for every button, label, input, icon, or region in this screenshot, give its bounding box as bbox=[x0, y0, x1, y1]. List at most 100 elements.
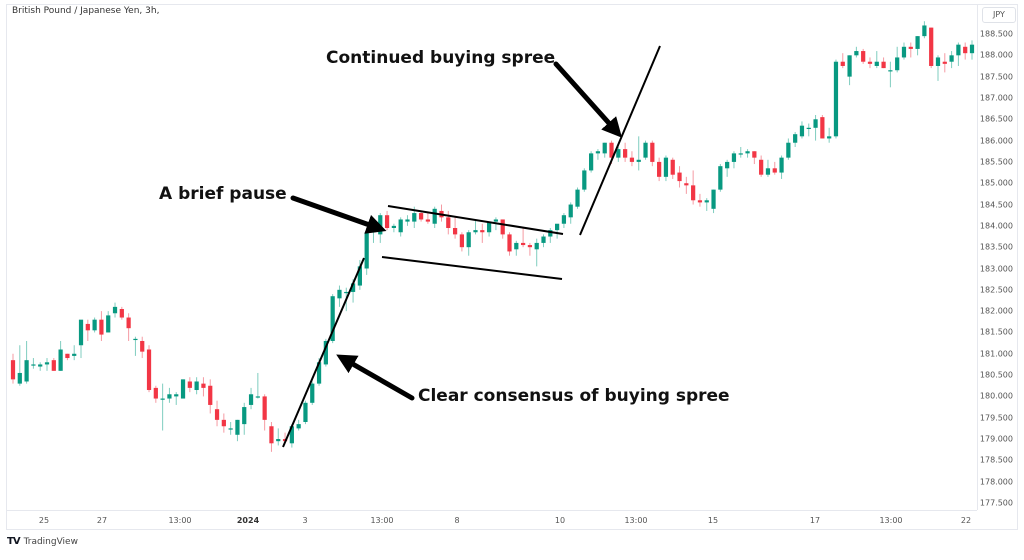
arrow-icon bbox=[553, 61, 623, 138]
candle-down bbox=[10, 360, 16, 380]
candle-up bbox=[330, 296, 335, 341]
candle-up bbox=[874, 61, 879, 66]
candle-down bbox=[65, 353, 70, 359]
candle-down bbox=[500, 219, 505, 235]
price-axis[interactable]: 188.500 188.000 187.500 187.000 186.500 186.0… bbox=[977, 4, 1019, 510]
candle-down bbox=[153, 387, 158, 399]
time-label: 13:00 bbox=[168, 516, 192, 525]
candle-down bbox=[691, 185, 696, 201]
candle-up bbox=[276, 439, 281, 442]
candle-up bbox=[473, 230, 478, 233]
candle-up bbox=[303, 402, 308, 422]
candle-up bbox=[378, 215, 383, 235]
candle-down bbox=[452, 227, 458, 235]
price-label: 183.000 bbox=[979, 264, 1013, 273]
candle-up bbox=[541, 236, 546, 243]
candle-up bbox=[663, 157, 669, 177]
candle-up bbox=[486, 221, 492, 233]
candle-up bbox=[242, 407, 247, 425]
candle-down bbox=[507, 234, 512, 252]
currency-badge[interactable]: JPY bbox=[982, 7, 1016, 23]
candle-up bbox=[289, 426, 294, 444]
candle-down bbox=[772, 168, 777, 173]
time-label: 13:00 bbox=[370, 516, 394, 525]
time-label: 15 bbox=[707, 516, 719, 525]
candle-down bbox=[908, 46, 913, 49]
candle-down bbox=[881, 61, 886, 69]
price-label: 179.500 bbox=[979, 413, 1013, 423]
candle-down bbox=[520, 242, 526, 246]
candle-down bbox=[867, 61, 873, 64]
candle-up bbox=[350, 283, 356, 292]
trendline-flag-lower[interactable] bbox=[381, 256, 563, 280]
time-label: 13:00 bbox=[879, 516, 903, 525]
trendlines bbox=[282, 45, 661, 448]
chart-frame bbox=[6, 4, 1018, 530]
candle-up bbox=[901, 46, 907, 58]
price-label: 181.000 bbox=[979, 349, 1013, 359]
candle-down bbox=[140, 340, 145, 352]
annotation-clear-consensus: Clear consensus of buying spree bbox=[418, 386, 730, 406]
candle-down bbox=[861, 51, 866, 62]
price-label: 188.000 bbox=[979, 50, 1013, 60]
candle-down bbox=[684, 183, 689, 186]
candle-down bbox=[262, 396, 267, 420]
candle-down bbox=[840, 61, 845, 66]
candle-up bbox=[731, 153, 737, 162]
candle-up bbox=[310, 383, 315, 403]
price-label: 187.500 bbox=[979, 72, 1013, 82]
candle-up bbox=[255, 396, 260, 398]
candle-up bbox=[854, 51, 859, 56]
candle-up bbox=[786, 142, 791, 158]
candle-down bbox=[929, 27, 934, 66]
candle-up bbox=[112, 306, 118, 314]
tradingview-logo-icon: TV bbox=[7, 536, 21, 547]
annotation-continued-buying: Continued buying spree bbox=[326, 48, 556, 68]
candle-up bbox=[78, 319, 84, 346]
candle-down bbox=[187, 381, 192, 388]
candle-up bbox=[58, 349, 63, 371]
candle-up bbox=[228, 428, 233, 430]
time-label: 8 bbox=[454, 516, 460, 525]
candle-up bbox=[555, 223, 560, 231]
candle-up bbox=[711, 189, 716, 209]
time-label: 3 bbox=[302, 516, 308, 525]
candle-up bbox=[595, 151, 601, 154]
trendline-flag-upper[interactable] bbox=[387, 205, 564, 235]
candle-up bbox=[534, 242, 539, 250]
candle-down bbox=[119, 309, 124, 318]
candle-up bbox=[616, 149, 621, 158]
candle-down bbox=[269, 426, 274, 444]
candle-up bbox=[935, 57, 941, 66]
candle-up bbox=[813, 119, 818, 128]
price-label: 182.000 bbox=[979, 306, 1013, 316]
time-axis[interactable]: 25 27 13:00 2024 3 13:00 8 10 13:00 15 17 13:00 22 bbox=[6, 510, 977, 531]
candle-down bbox=[384, 215, 390, 228]
candle-down bbox=[221, 419, 226, 427]
candle-up bbox=[194, 381, 199, 391]
candle-up bbox=[412, 213, 417, 222]
price-label: 179.000 bbox=[979, 434, 1013, 444]
candle-up bbox=[636, 159, 641, 162]
trendline-pole-2[interactable] bbox=[579, 45, 661, 236]
candle-down bbox=[697, 200, 703, 203]
candle-up bbox=[765, 168, 771, 175]
price-label: 182.500 bbox=[979, 285, 1013, 295]
candle-up bbox=[725, 161, 730, 169]
trendline-pole-1[interactable] bbox=[282, 257, 365, 448]
candle-up bbox=[92, 319, 97, 331]
candle-up bbox=[568, 204, 573, 218]
price-label: 180.000 bbox=[979, 391, 1013, 401]
candle-up bbox=[548, 230, 553, 237]
candle-up bbox=[847, 55, 852, 77]
price-label: 188.500 bbox=[979, 29, 1013, 39]
candle-up bbox=[956, 44, 961, 56]
price-label: 186.500 bbox=[979, 114, 1013, 124]
candle-down bbox=[201, 383, 206, 388]
price-label: 185.000 bbox=[979, 178, 1013, 188]
candle-down bbox=[963, 46, 968, 54]
price-label: 180.500 bbox=[979, 370, 1013, 380]
price-label: 178.000 bbox=[979, 477, 1013, 487]
tradingview-logo[interactable]: TV TradingView bbox=[7, 536, 78, 547]
